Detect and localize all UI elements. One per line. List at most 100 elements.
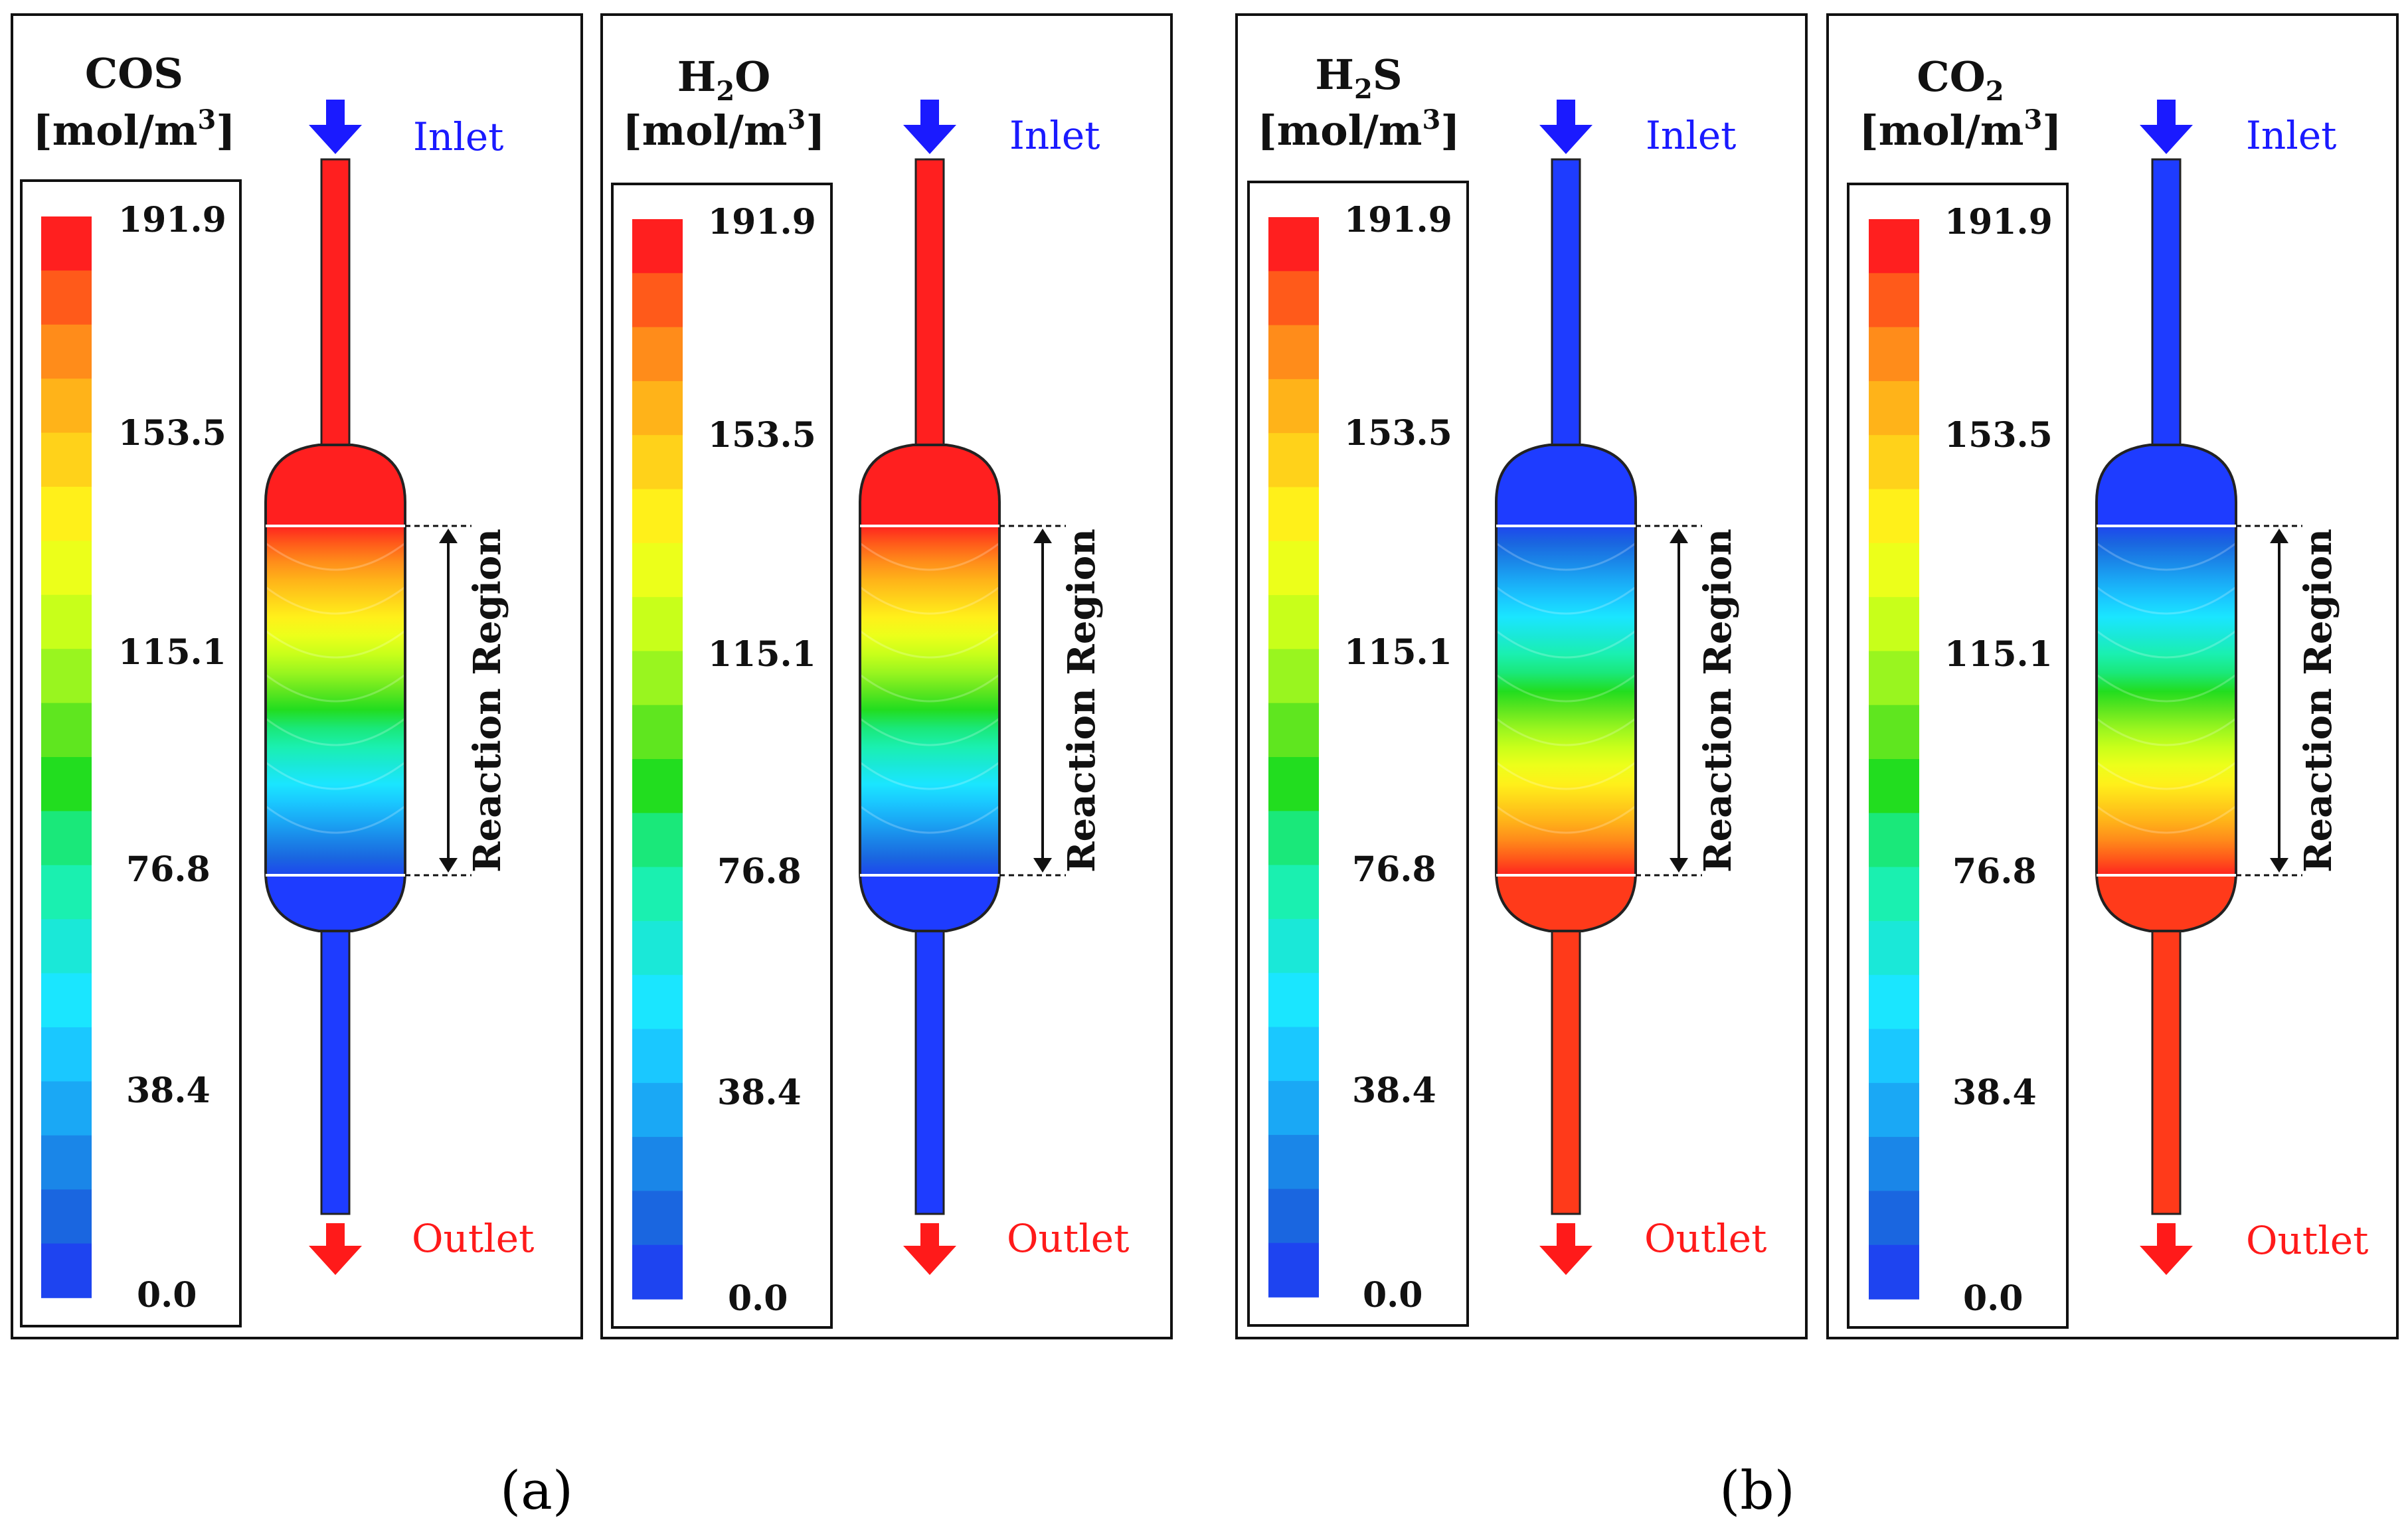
h2s-main: H (1315, 50, 1354, 99)
reactor-body-fill (1496, 445, 1636, 931)
color-band (632, 1244, 683, 1300)
contour-line (2097, 542, 2236, 571)
contour-line (860, 717, 999, 746)
color-band (1869, 651, 1919, 706)
color-band (41, 1135, 92, 1190)
color-band (1268, 379, 1319, 434)
color-band (1268, 703, 1319, 758)
color-band (41, 649, 92, 704)
unit-h2o-b: ] (806, 106, 825, 155)
contour-line (266, 630, 405, 659)
unit-co2-sup: 3 (2023, 104, 2042, 135)
color-band (1869, 1029, 1919, 1084)
color-band (41, 1027, 92, 1082)
legend-box-h2s (1247, 181, 1469, 1327)
legend-ticks-cos: 191.9 153.5 115.1 76.8 38.4 0.0 (118, 200, 226, 1315)
reaction-zone (266, 525, 405, 877)
outlet-label-h2s: Outlet (1644, 1216, 1766, 1261)
region-arrow-head-bottom (2270, 858, 2288, 873)
reactor-outline (859, 444, 1001, 932)
color-band (632, 975, 683, 1030)
contour-line (266, 542, 405, 571)
color-band (41, 594, 92, 649)
color-band (1268, 595, 1319, 650)
reactor-body-fill (860, 445, 999, 931)
reactor-h2o: Reaction Region (859, 100, 1104, 1275)
h2o-main: H (677, 52, 717, 101)
region-arrow-head-top (439, 529, 458, 543)
legend-tick: 191.9 (118, 200, 226, 240)
color-band (1869, 759, 1919, 814)
legend-tick: 38.4 (1352, 1070, 1436, 1111)
reaction-zone (1496, 525, 1636, 877)
color-band (1869, 1137, 1919, 1192)
legend-ticks-co2: 191.9 153.5 115.1 76.8 38.4 0.0 (1944, 202, 2053, 1319)
inlet-arrow-icon (903, 100, 956, 154)
color-band (632, 813, 683, 868)
color-band (41, 216, 92, 272)
color-band (1869, 543, 1919, 598)
color-band (632, 597, 683, 652)
color-band (41, 811, 92, 866)
legend-tick: 38.4 (717, 1072, 802, 1113)
color-band (632, 1082, 683, 1138)
outlet-label-h2o: Outlet (1007, 1216, 1129, 1261)
legend-tick: 191.9 (1944, 202, 2053, 242)
color-band (632, 1191, 683, 1246)
region-arrow-head-bottom (439, 858, 458, 873)
legend-tick: 115.1 (708, 634, 816, 675)
outlet-arrow-icon (309, 1223, 362, 1275)
top-zone (1496, 445, 1636, 526)
color-band (1869, 489, 1919, 544)
unit-label-co2: [mol/m3] (1859, 104, 2061, 155)
outlet-arrow-icon (2140, 1223, 2193, 1275)
inlet-tube (2151, 158, 2182, 453)
color-band (1869, 920, 1919, 975)
reactor-outline (264, 444, 406, 932)
color-band (632, 759, 683, 814)
unit-h2s-sup: 3 (1422, 104, 1440, 135)
legend-tick: 38.4 (1952, 1072, 2037, 1113)
legend-tick: 0.0 (1363, 1275, 1422, 1315)
contour-line (1496, 805, 1636, 834)
outlet-arrow-icon (903, 1223, 956, 1275)
color-band (1869, 597, 1919, 652)
color-band (632, 867, 683, 922)
legend-tick: 153.5 (118, 413, 226, 454)
inlet-label-h2o: Inlet (1009, 113, 1100, 158)
panel-frame-h2s (1235, 13, 1808, 1339)
color-band (1869, 1082, 1919, 1138)
legend-tick: 115.1 (118, 632, 226, 673)
color-band (1268, 649, 1319, 704)
color-band (1869, 867, 1919, 922)
color-band (41, 703, 92, 758)
contour-line (266, 805, 405, 834)
color-band (632, 543, 683, 598)
legend-tick: 153.5 (708, 415, 816, 456)
unit-co2-b: ] (2042, 106, 2061, 155)
color-band (1268, 1135, 1319, 1190)
color-band (1268, 865, 1319, 920)
reactor-body-fill (2097, 445, 2236, 931)
inlet-label-h2s: Inlet (1646, 113, 1736, 158)
unit-cos-sup: 3 (197, 104, 216, 135)
contour-line (860, 673, 999, 703)
legend-tick: 0.0 (137, 1275, 197, 1315)
top-zone (266, 445, 405, 526)
subfigure-label-a: (a) (500, 1460, 573, 1521)
reactor-cos: Reaction Region (264, 100, 509, 1275)
top-zone (2097, 445, 2236, 526)
contour-line (266, 673, 405, 703)
contour-line (2097, 673, 2236, 703)
outlet-tube (2151, 925, 2182, 1215)
color-band (1869, 705, 1919, 760)
reaction-region-label: Reaction Region (1060, 529, 1104, 873)
region-arrow-head-top (2270, 529, 2288, 543)
inlet-arrow-icon (2140, 100, 2193, 154)
contour-line (860, 805, 999, 834)
reactor-co2: Reaction Region (2095, 100, 2340, 1275)
outlet-label-co2: Outlet (2246, 1218, 2368, 1263)
contour-line (1496, 673, 1636, 703)
color-band (41, 757, 92, 812)
